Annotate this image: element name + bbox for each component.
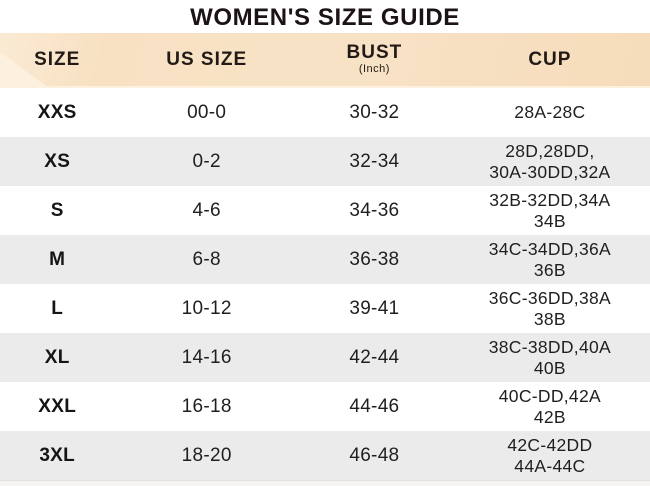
- us-size-cell: 6-8: [192, 248, 221, 270]
- us-size-cell: 16-18: [181, 395, 232, 417]
- cup-cell: 40C-DD,42A 42B: [498, 385, 601, 427]
- column-header-cup: CUP: [528, 48, 572, 70]
- size-cell: XS: [44, 150, 71, 172]
- column-header-size: SIZE: [34, 48, 81, 70]
- size-cell: XXL: [38, 395, 77, 417]
- cup-cell: 34C-34DD,36A 36B: [488, 238, 612, 280]
- size-cell: XXS: [37, 101, 77, 123]
- cup-cell: 38C-38DD,40A 40B: [488, 336, 612, 378]
- size-cell: L: [51, 297, 64, 319]
- us-size-cell: 18-20: [181, 444, 232, 466]
- size-cell: XL: [44, 346, 70, 368]
- us-size-cell: 00-0: [187, 101, 227, 123]
- column-header-bust-unit: (Inch): [358, 63, 390, 76]
- table-row-xs: XS 0-2 32-34 28D,28DD, 30A-30DD,32A: [0, 137, 650, 186]
- bust-cell: 34-36: [349, 199, 400, 221]
- table-body: XXS 00-0 30-32 28A-28C XS 0-2 32-34 28D,…: [0, 88, 650, 480]
- bottom-strip: [0, 480, 650, 486]
- cup-cell: 32B-32DD,34A 34B: [489, 189, 611, 231]
- bust-cell: 39-41: [349, 297, 400, 319]
- column-header-bust-label: BUST: [346, 42, 403, 64]
- size-cell: 3XL: [39, 444, 76, 466]
- page-title: WOMEN'S SIZE GUIDE: [190, 3, 460, 31]
- us-size-cell: 10-12: [181, 297, 232, 319]
- bust-cell: 46-48: [349, 444, 400, 466]
- column-header-bust: BUST (Inch): [299, 43, 450, 75]
- cup-cell: 42C-42DD 44A-44C: [507, 434, 593, 476]
- column-header-us-size: US SIZE: [166, 48, 248, 70]
- size-cell: S: [50, 199, 64, 221]
- cup-cell: 28D,28DD, 30A-30DD,32A: [489, 140, 611, 182]
- table-row-xl: XL 14-16 42-44 38C-38DD,40A 40B: [0, 333, 650, 382]
- table-row-s: S 4-6 34-36 32B-32DD,34A 34B: [0, 186, 650, 235]
- table-row-xxs: XXS 00-0 30-32 28A-28C: [0, 88, 650, 137]
- bust-cell: 44-46: [349, 395, 400, 417]
- us-size-cell: 4-6: [192, 199, 221, 221]
- cup-cell: 36C-36DD,38A 38B: [488, 287, 612, 329]
- table-header-row: SIZE US SIZE BUST (Inch) CUP: [0, 33, 650, 88]
- table-row-xxl: XXL 16-18 44-46 40C-DD,42A 42B: [0, 382, 650, 431]
- us-size-cell: 0-2: [192, 150, 221, 172]
- table-row-m: M 6-8 36-38 34C-34DD,36A 36B: [0, 235, 650, 284]
- table-row-3xl: 3XL 18-20 46-48 42C-42DD 44A-44C: [0, 431, 650, 480]
- bust-cell: 30-32: [349, 101, 400, 123]
- cup-cell: 28A-28C: [514, 102, 586, 122]
- bust-cell: 32-34: [349, 150, 400, 172]
- us-size-cell: 14-16: [181, 346, 232, 368]
- bust-cell: 36-38: [349, 248, 400, 270]
- table-row-l: L 10-12 39-41 36C-36DD,38A 38B: [0, 284, 650, 333]
- size-cell: M: [49, 248, 66, 270]
- bust-cell: 42-44: [349, 346, 400, 368]
